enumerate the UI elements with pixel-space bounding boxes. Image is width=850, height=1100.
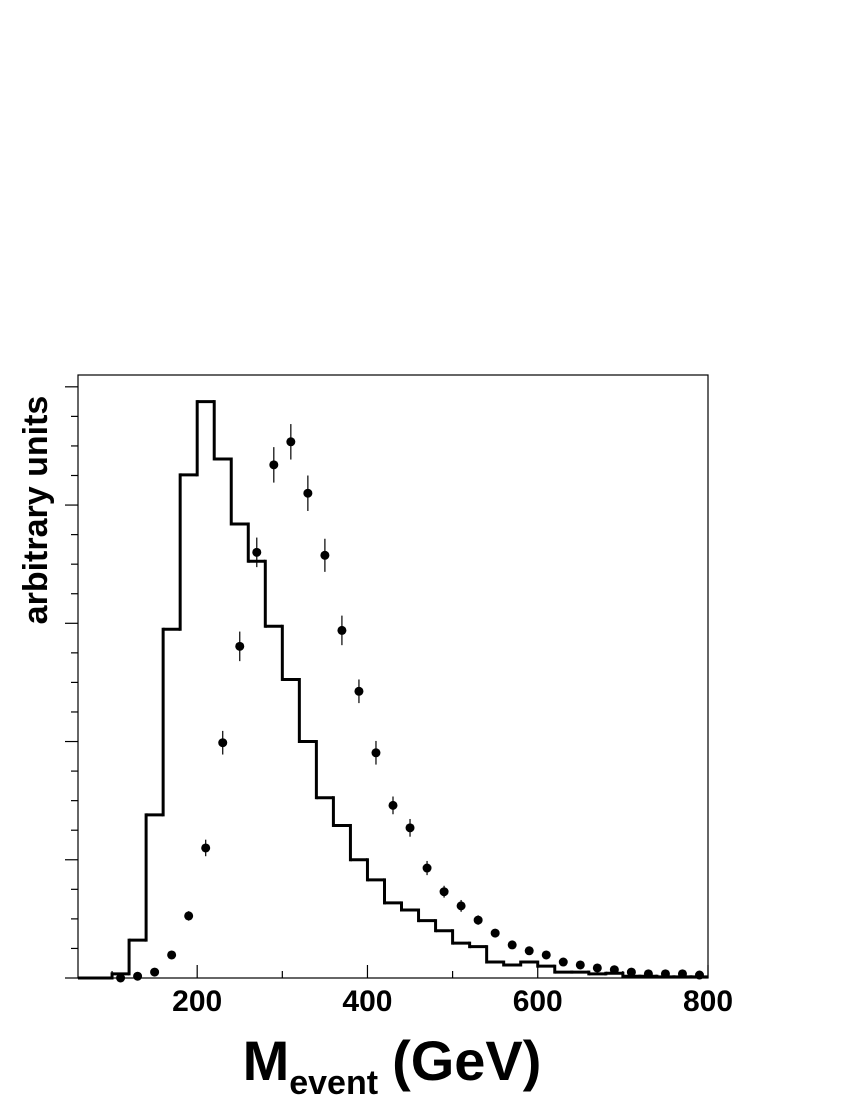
data-point [456, 901, 466, 911]
data-point [116, 973, 126, 983]
data-point [303, 488, 313, 498]
data-point [167, 950, 177, 960]
data-point [626, 967, 636, 977]
data-point [201, 843, 211, 853]
data-point [218, 738, 228, 748]
data-point [269, 460, 279, 470]
data-point [439, 887, 449, 897]
data-point [252, 547, 262, 557]
x-tick-label: 200 [172, 985, 222, 1018]
data-point [235, 641, 245, 651]
data-point [184, 911, 194, 921]
x-axis-label: Mevent (GeV) [243, 1029, 542, 1100]
data-point [337, 625, 347, 635]
data-point [388, 800, 398, 810]
data-point [320, 550, 330, 560]
data-point [150, 967, 160, 977]
x-label-main: M [243, 1029, 290, 1092]
data-point [677, 969, 687, 979]
data-point [371, 748, 381, 758]
plot-frame [77, 374, 709, 979]
data-point [660, 969, 670, 979]
data-point [575, 960, 585, 970]
x-tick-label: 400 [342, 985, 392, 1018]
data-point [558, 957, 568, 967]
data-point [592, 963, 602, 973]
data-point [694, 970, 704, 980]
data-point [524, 946, 534, 956]
data-point [541, 950, 551, 960]
data-point [133, 971, 143, 981]
data-point [286, 437, 296, 447]
data-point [643, 969, 653, 979]
x-tick-label: 800 [683, 985, 733, 1018]
data-point [507, 940, 517, 950]
data-point [405, 823, 415, 833]
y-axis-label: arbitrary units [17, 396, 55, 625]
data-point [422, 863, 432, 873]
x-label-unit: (GeV) [392, 1029, 541, 1092]
x-tick-label: 600 [513, 985, 563, 1018]
data-point [354, 686, 364, 696]
data-point [609, 965, 619, 975]
data-point [490, 928, 500, 938]
x-label-subscript: event [289, 1064, 378, 1100]
data-point [473, 915, 483, 925]
